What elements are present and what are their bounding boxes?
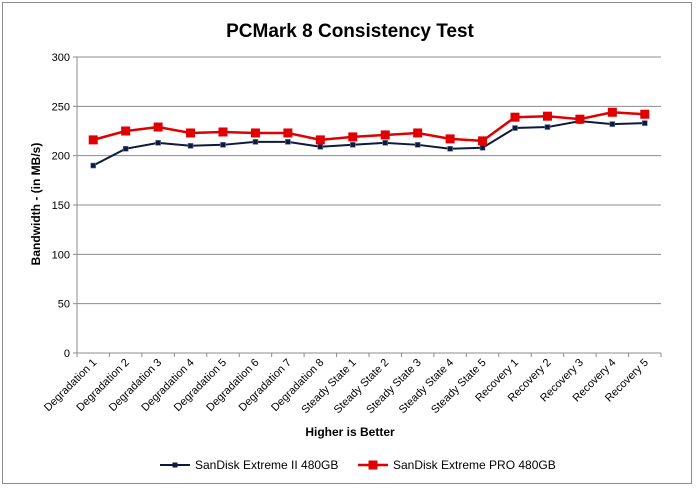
- data-point: [88, 135, 98, 145]
- chart-frame: [2, 2, 692, 484]
- chart-title: PCMark 8 Consistency Test: [226, 21, 474, 42]
- series-line: [92, 120, 645, 167]
- y-axis-ticks: 0 50 100 150 200 250 300: [52, 52, 77, 360]
- series-line: [92, 110, 645, 143]
- data-point: [153, 122, 163, 132]
- data-point: [317, 143, 324, 150]
- data-point: [609, 121, 616, 127]
- data-point: [122, 145, 129, 152]
- data-point: [413, 128, 423, 138]
- data-point: [283, 128, 293, 138]
- data-point: [285, 139, 291, 145]
- y-tick-label: 0: [64, 348, 70, 360]
- data-point: [315, 135, 325, 145]
- x-axis-title: Higher is Better: [305, 425, 395, 439]
- y-tick-label: 50: [58, 299, 70, 311]
- data-point: [542, 111, 552, 121]
- data-point: [479, 144, 486, 151]
- legend-item: SanDisk Extreme PRO 480GB: [358, 458, 556, 472]
- y-tick-label: 150: [52, 200, 70, 212]
- data-point: [250, 128, 260, 138]
- y-axis-title: Bandwidth - (in MB/s): [29, 143, 43, 266]
- data-point: [512, 125, 518, 131]
- data-point: [544, 124, 551, 130]
- y-tick-label: 100: [52, 249, 70, 261]
- data-point: [447, 145, 453, 152]
- data-point: [155, 140, 161, 146]
- data-point: [252, 139, 259, 145]
- data-point: [121, 126, 131, 136]
- data-point: [445, 134, 455, 144]
- y-tick-label: 250: [52, 101, 70, 113]
- legend-swatch-marker: [172, 462, 178, 468]
- data-point: [607, 107, 617, 117]
- gridlines: [77, 56, 661, 305]
- data-point: [478, 136, 488, 146]
- series-group: [88, 107, 650, 169]
- axes: [76, 57, 661, 354]
- y-tick-label: 200: [52, 151, 70, 163]
- data-point: [218, 127, 228, 137]
- data-point: [510, 112, 520, 122]
- data-point: [220, 142, 226, 148]
- data-point: [186, 128, 196, 138]
- legend-label: SanDisk Extreme PRO 480GB: [393, 458, 556, 472]
- y-tick-label: 300: [52, 52, 70, 64]
- data-point: [382, 140, 389, 146]
- data-point: [187, 143, 194, 149]
- legend-item: SanDisk Extreme II 480GB: [160, 458, 338, 472]
- legend-swatch-marker: [368, 460, 378, 470]
- data-point: [640, 109, 650, 119]
- series-1: [90, 118, 648, 169]
- data-point: [380, 130, 390, 140]
- legend-label: SanDisk Extreme II 480GB: [195, 458, 338, 472]
- data-point: [349, 142, 356, 148]
- data-point: [575, 114, 585, 124]
- data-point: [348, 132, 358, 142]
- data-point: [641, 120, 648, 126]
- series-2: [88, 107, 650, 146]
- data-point: [414, 142, 421, 148]
- legend: SanDisk Extreme II 480GB SanDisk Extreme …: [160, 458, 556, 472]
- data-point: [90, 162, 97, 169]
